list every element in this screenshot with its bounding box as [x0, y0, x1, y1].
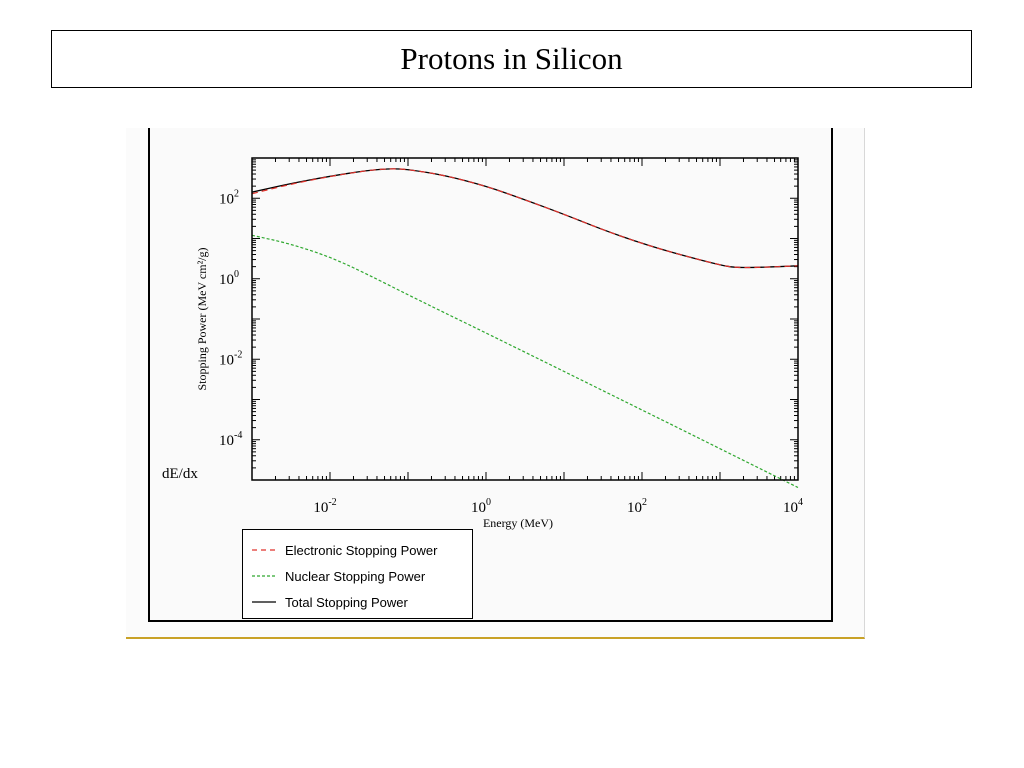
x-tick-label: 10-2 [313, 497, 336, 516]
slide-title-box: Protons in Silicon [51, 30, 972, 88]
legend-item-nuclear: Nuclear Stopping Power [251, 566, 425, 586]
plot-area-border [251, 157, 799, 481]
x-tick-label: 100 [471, 497, 491, 516]
legend-label-total: Total Stopping Power [285, 594, 408, 610]
legend-label-nuclear: Nuclear Stopping Power [285, 568, 426, 584]
legend-item-total: Total Stopping Power [251, 592, 408, 612]
tick-labels: 10-2 100 102 104 102 100 10-2 10-4 [219, 188, 803, 516]
legend-swatch-electronic [252, 549, 276, 551]
legend-label-electronic: Electronic Stopping Power [285, 542, 438, 558]
y-axis-label: Stopping Power (MeV cm²/g) [195, 247, 209, 390]
y-tick-label: 10-2 [219, 349, 242, 368]
y-tick-label: 100 [219, 269, 239, 288]
y-tick-label: 102 [219, 188, 239, 207]
series-layer [251, 168, 799, 489]
legend-swatch-nuclear [252, 575, 276, 577]
series-total-line [251, 168, 799, 269]
x-tick-label: 102 [627, 497, 647, 516]
x-axis-label: Energy (MeV) [483, 516, 553, 530]
slide-title: Protons in Silicon [400, 41, 623, 76]
legend-item-electronic: Electronic Stopping Power [251, 540, 437, 560]
chart-legend: Electronic Stopping Power Nuclear Stoppi… [242, 529, 473, 619]
dedx-label: dE/dx [162, 466, 198, 482]
series-nuclear-line [251, 234, 799, 489]
axis-ticks [251, 158, 798, 481]
y-tick-label: 10-4 [219, 430, 242, 449]
legend-swatch-total [252, 601, 276, 603]
series-electronic-line [251, 168, 799, 269]
x-tick-label: 104 [783, 497, 803, 516]
